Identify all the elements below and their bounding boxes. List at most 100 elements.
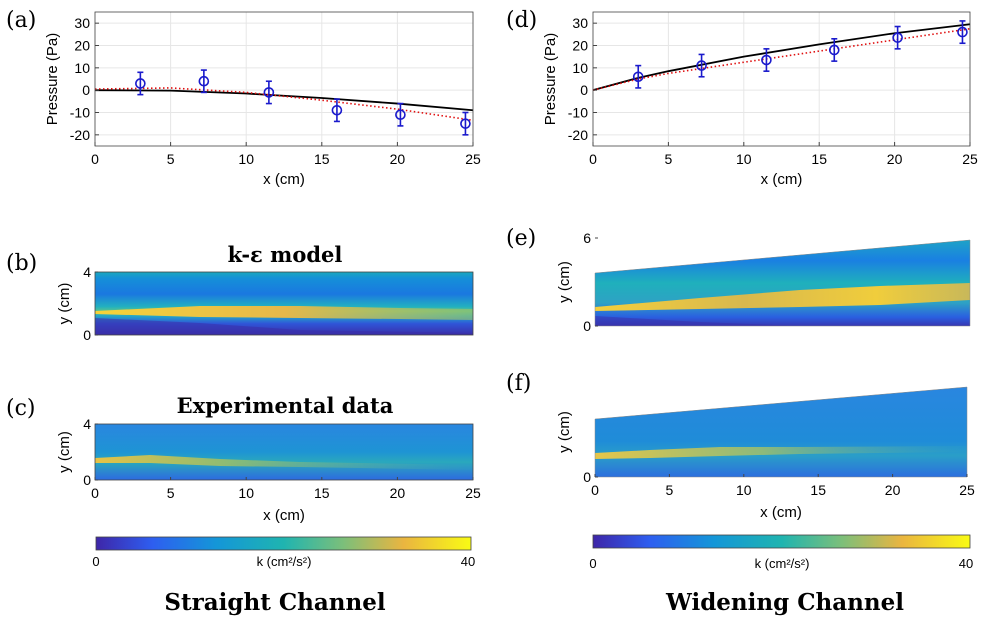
data-point — [198, 75, 210, 87]
x-tick-label: 0 — [591, 482, 599, 498]
heatmap-e — [594, 239, 971, 327]
data-point — [331, 104, 343, 116]
x-axis-label: x (cm) — [761, 171, 803, 188]
y-axis-label: y (cm) — [56, 283, 73, 325]
colorbar-left: 0 k (cm²/s²) 40 — [92, 536, 475, 569]
y-tick-label: 0 — [580, 82, 588, 98]
data-point — [135, 78, 146, 89]
panel-label-b: (b) — [6, 251, 37, 276]
title-model: k-ε model — [228, 242, 343, 267]
x-tick-label: 0 — [589, 151, 597, 167]
axes-e: 0 6 y (cm) — [556, 230, 598, 334]
y-tick-label: 20 — [572, 38, 588, 54]
y-tick-label: 4 — [83, 264, 91, 280]
y-tick-label: -20 — [568, 127, 588, 143]
y-tick-label: 30 — [74, 15, 90, 31]
colorbar-right-label: k (cm²/s²) — [755, 556, 810, 571]
axes-b: 0 4 y (cm) — [56, 264, 98, 343]
y-tick-label: 0 — [83, 472, 91, 488]
y-tick-label: 6 — [583, 230, 591, 246]
data-point — [957, 26, 968, 38]
x-axis-label: x (cm) — [263, 507, 305, 524]
y-tick-label: -20 — [70, 127, 90, 143]
data-point — [828, 44, 840, 56]
fit-line — [592, 27, 971, 91]
heatmap-c — [94, 423, 474, 481]
x-tick-label: 0 — [91, 151, 99, 167]
colorbar-right: 0 k (cm²/s²) 40 — [589, 534, 973, 571]
y-tick-label: 4 — [83, 416, 91, 432]
y-tick-label: 0 — [82, 82, 90, 98]
x-tick-label: 10 — [736, 151, 752, 167]
y-tick-label: 20 — [74, 38, 90, 54]
title-experimental: Experimental data — [177, 393, 394, 418]
panel-label-a: (a) — [6, 8, 36, 33]
x-tick-label: 25 — [959, 482, 975, 498]
data-point — [263, 87, 275, 98]
x-tick-label: 10 — [238, 485, 254, 501]
x-axis-label: x (cm) — [263, 171, 305, 188]
y-axis-label: y (cm) — [556, 261, 573, 303]
x-tick-label: 15 — [314, 151, 330, 167]
data-point — [460, 118, 471, 129]
x-tick-label: 25 — [962, 151, 978, 167]
data-point — [892, 32, 903, 43]
x-tick-label: 20 — [390, 151, 406, 167]
y-tick-label: 30 — [572, 15, 588, 31]
x-tick-label: 15 — [811, 151, 827, 167]
axes-c: 0 4 0 5 10 15 20 25 x (cm) y (cm) — [56, 416, 481, 524]
y-axis-label: y (cm) — [556, 411, 573, 453]
axes-f: 00 5 10 15 20 25 x (cm) y (cm) — [556, 411, 975, 521]
fit-line — [94, 87, 474, 122]
y-tick-label: 10 — [74, 60, 90, 76]
y-tick-label: 0 — [583, 318, 591, 334]
x-tick-label: 5 — [665, 151, 673, 167]
panel-label-f: (f) — [506, 371, 531, 396]
x-tick-label: 20 — [390, 485, 406, 501]
x-tick-label: 15 — [314, 485, 330, 501]
x-tick-label: 5 — [167, 151, 175, 167]
colorbar-left-min: 0 — [92, 554, 99, 569]
y-axis-label: Pressure (Pa) — [44, 33, 61, 126]
colorbar-left-max: 40 — [461, 554, 475, 569]
pressure-plot-a: 0 5 10 15 20 25 -20 -10 0 10 20 30 x (cm) Pressure (P… — [44, 11, 481, 188]
pressure-plot-d: 0 5 10 15 20 25 -20 -10 0 10 20 30 x (cm) Pressure (P… — [542, 11, 978, 188]
x-tick-label: 25 — [465, 151, 481, 167]
x-tick-label: 5 — [167, 485, 175, 501]
x-tick-label: 0 — [91, 485, 99, 501]
data-point — [632, 71, 644, 83]
data-point — [696, 60, 707, 71]
y-tick-label: -10 — [70, 105, 90, 121]
heatmap-b — [94, 271, 474, 336]
y-tick-label: 0 — [83, 327, 91, 343]
colorbar-right-max: 40 — [959, 556, 973, 571]
x-tick-label: 15 — [810, 482, 826, 498]
data-point — [395, 109, 406, 121]
axes-frame — [592, 11, 971, 147]
panel-label-c: (c) — [6, 396, 36, 421]
colorbar-right-min: 0 — [589, 556, 596, 571]
x-tick-label: 25 — [465, 485, 481, 501]
plot-area — [95, 12, 473, 146]
x-axis-label: x (cm) — [760, 504, 802, 521]
plot-area — [593, 12, 970, 146]
y-tick-label: -10 — [568, 105, 588, 121]
caption-right: Widening Channel — [665, 589, 904, 616]
panel-label-e: (e) — [506, 226, 536, 251]
data-point — [761, 54, 772, 66]
axes-frame — [94, 11, 474, 147]
x-tick-label: 20 — [887, 151, 903, 167]
x-tick-label: 20 — [885, 482, 901, 498]
caption-left: Straight Channel — [164, 589, 385, 616]
y-axis-label: y (cm) — [56, 431, 73, 473]
y-tick-label: 10 — [572, 60, 588, 76]
colorbar-left-label: k (cm²/s²) — [257, 554, 312, 569]
y-tick-label: 0 — [583, 469, 591, 485]
panel-label-d: (d) — [506, 8, 537, 33]
x-tick-label: 10 — [238, 151, 254, 167]
x-tick-label: 10 — [736, 482, 752, 498]
x-tick-label: 5 — [666, 482, 674, 498]
heatmap-f — [594, 386, 968, 478]
y-axis-label: Pressure (Pa) — [542, 33, 559, 126]
